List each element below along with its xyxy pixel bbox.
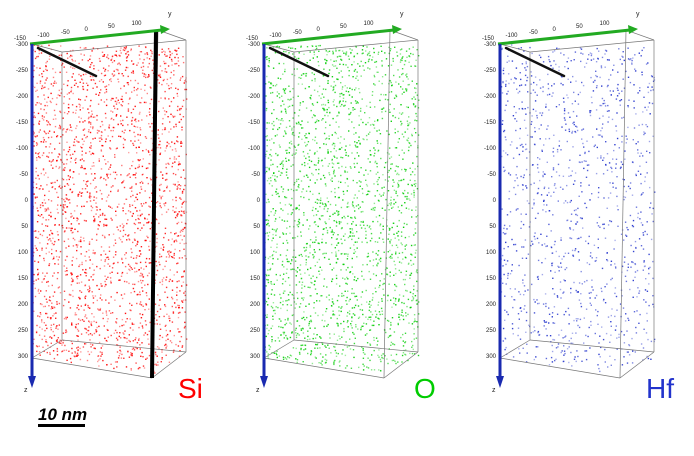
element-label-hf: Hf bbox=[646, 373, 674, 404]
scale-bar-label: 10 nm bbox=[38, 405, 88, 424]
y-axis-label: y bbox=[636, 11, 640, 18]
z-tick-label: 50 bbox=[21, 224, 28, 230]
panel-si: y -150 -100 -50 0 50 100 z -300 -250 -200 -150 -100 -… bbox=[14, 11, 203, 404]
z-tick-label: 250 bbox=[486, 328, 497, 334]
z-tick-label: -150 bbox=[16, 120, 29, 126]
z-tick-label: 0 bbox=[257, 198, 261, 204]
z-tick-label: -100 bbox=[16, 146, 29, 152]
y-tick-label: 50 bbox=[576, 24, 583, 30]
y-tick-label: -100 bbox=[270, 33, 283, 39]
y-tick-label: -150 bbox=[14, 36, 27, 42]
bounding-box bbox=[31, 29, 187, 379]
z-tick-label: 200 bbox=[486, 302, 497, 308]
element-label-o: O bbox=[414, 373, 436, 404]
z-tick-label: -50 bbox=[487, 172, 496, 178]
panel-hf: y -150 -100 -50 0 50 100 z -300 -250 -200 -150 -100 -… bbox=[482, 11, 674, 404]
z-tick-label: -250 bbox=[248, 68, 261, 74]
y-tick-label: -150 bbox=[482, 36, 495, 42]
z-axis: z -300 -250 -200 -150 -100 -50 0 50 100 150 200 250 3… bbox=[484, 42, 504, 394]
atom-cloud-si bbox=[32, 44, 188, 374]
y-tick-label: 50 bbox=[108, 24, 115, 30]
y-tick-label: 100 bbox=[132, 21, 143, 27]
z-tick-label: 150 bbox=[486, 276, 497, 282]
z-tick-label: 0 bbox=[493, 198, 497, 204]
y-tick-label: -100 bbox=[38, 33, 51, 39]
atom-cloud-o bbox=[264, 44, 420, 372]
z-tick-label: 200 bbox=[18, 302, 29, 308]
y-tick-label: -50 bbox=[293, 30, 302, 36]
z-tick-label: -200 bbox=[248, 94, 261, 100]
z-tick-label: -50 bbox=[19, 172, 28, 178]
z-tick-label: 300 bbox=[250, 354, 261, 360]
z-tick-label: -200 bbox=[484, 94, 497, 100]
z-tick-label: 100 bbox=[250, 250, 261, 256]
z-tick-label: -100 bbox=[484, 146, 497, 152]
z-tick-label: -200 bbox=[16, 94, 29, 100]
y-tick-label: 100 bbox=[364, 21, 375, 27]
z-axis: z -300 -250 -200 -150 -100 -50 0 50 100 150 200 250 3… bbox=[16, 42, 36, 394]
z-tick-label: 250 bbox=[18, 328, 29, 334]
z-axis-label: z bbox=[256, 387, 260, 394]
y-axis: y -150 -100 -50 0 50 100 bbox=[246, 11, 404, 46]
z-tick-label: -250 bbox=[16, 68, 29, 74]
z-tick-label: 150 bbox=[250, 276, 261, 282]
z-tick-label: -300 bbox=[248, 42, 261, 48]
y-tick-label: 0 bbox=[553, 27, 557, 33]
panel-o: y -150 -100 -50 0 50 100 z -300 -250 -200 -150 -100 -… bbox=[246, 11, 436, 404]
analysis-direction-marker bbox=[268, 46, 330, 78]
z-tick-label: -50 bbox=[251, 172, 260, 178]
z-tick-label: 300 bbox=[18, 354, 29, 360]
y-tick-label: -50 bbox=[61, 30, 70, 36]
analysis-direction-marker bbox=[36, 46, 98, 78]
z-tick-label: 150 bbox=[18, 276, 29, 282]
y-tick-label: 100 bbox=[600, 21, 611, 27]
y-axis-label: y bbox=[168, 11, 172, 18]
y-tick-label: 0 bbox=[85, 27, 89, 33]
z-tick-label: -300 bbox=[484, 42, 497, 48]
z-axis: z -300 -250 -200 -150 -100 -50 0 50 100 150 200 250 3… bbox=[248, 42, 268, 394]
z-tick-label: 100 bbox=[18, 250, 29, 256]
y-tick-label: -150 bbox=[246, 36, 259, 42]
y-axis: y -150 -100 -50 0 50 100 bbox=[482, 11, 640, 46]
scale-bar bbox=[38, 424, 85, 427]
z-tick-label: 200 bbox=[250, 302, 261, 308]
analysis-direction-marker bbox=[504, 46, 566, 78]
z-tick-label: 0 bbox=[25, 198, 29, 204]
z-tick-label: 50 bbox=[489, 224, 496, 230]
y-tick-label: 0 bbox=[317, 27, 321, 33]
y-tick-label: 50 bbox=[340, 24, 347, 30]
y-axis-label: y bbox=[400, 11, 404, 18]
z-tick-label: 250 bbox=[250, 328, 261, 334]
element-label-si: Si bbox=[178, 373, 203, 404]
y-tick-label: -50 bbox=[529, 30, 538, 36]
z-axis-label: z bbox=[492, 387, 496, 394]
y-tick-label: -100 bbox=[506, 33, 519, 39]
z-tick-label: -100 bbox=[248, 146, 261, 152]
z-tick-label: 50 bbox=[253, 224, 260, 230]
z-tick-label: -150 bbox=[248, 120, 261, 126]
y-axis: y -150 -100 -50 0 50 100 bbox=[14, 11, 172, 46]
z-tick-label: 100 bbox=[486, 250, 497, 256]
z-tick-label: -300 bbox=[16, 42, 29, 48]
z-tick-label: -250 bbox=[484, 68, 497, 74]
atom-cloud-hf bbox=[500, 44, 656, 373]
z-tick-label: -150 bbox=[484, 120, 497, 126]
z-axis-label: z bbox=[24, 387, 28, 394]
rod-marker bbox=[150, 29, 158, 379]
z-tick-label: 300 bbox=[486, 354, 497, 360]
